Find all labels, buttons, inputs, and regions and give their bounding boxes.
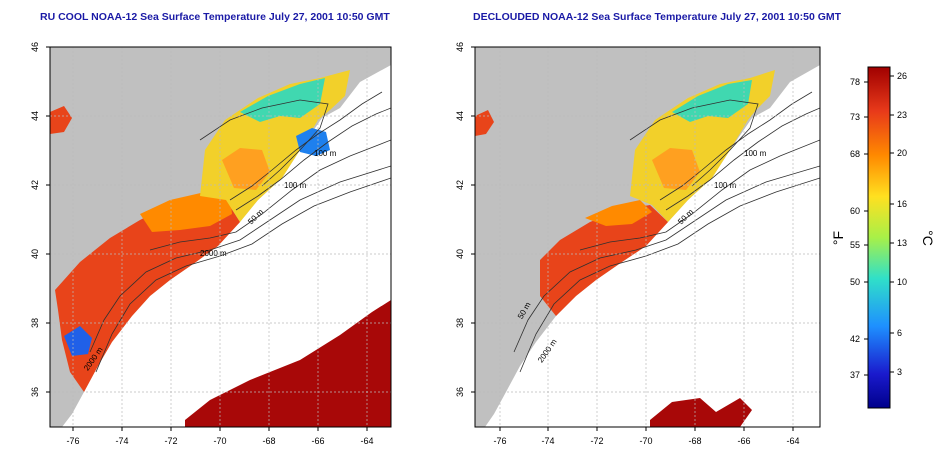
sst-orange-core — [652, 148, 700, 190]
sst-west-patch — [50, 106, 72, 134]
x-tick-label: -64 — [360, 436, 373, 446]
y-tick-label: 38 — [455, 318, 465, 328]
x-tick-label: -76 — [493, 436, 506, 446]
celsius-tick-label: 13 — [897, 238, 907, 248]
y-tick-label: 42 — [455, 180, 465, 190]
x-tick-label: -72 — [164, 436, 177, 446]
left-map-title: RU COOL NOAA-12 Sea Surface Temperature … — [40, 11, 390, 23]
x-tick-label: -76 — [66, 436, 79, 446]
fahrenheit-tick-label: 37 — [850, 370, 860, 380]
x-tick-label: -74 — [115, 436, 128, 446]
celsius-tick-label: 16 — [897, 199, 907, 209]
sst-cool-patch — [672, 80, 752, 122]
sst-gulfstream — [185, 300, 391, 427]
map-frame — [474, 46, 821, 428]
y-tick-label: 36 — [455, 387, 465, 397]
x-tick-label: -68 — [262, 436, 275, 446]
celsius-tick-label: 3 — [897, 367, 902, 377]
fahrenheit-tick-label: 73 — [850, 112, 860, 122]
y-tick-label: 46 — [455, 42, 465, 52]
x-tick-label: -66 — [311, 436, 324, 446]
x-tick-label: -68 — [688, 436, 701, 446]
grid-lines — [475, 47, 820, 427]
celsius-tick-label: 20 — [897, 148, 907, 158]
y-tick-label: 44 — [30, 111, 40, 121]
y-tick-label: 36 — [30, 387, 40, 397]
sst-blue-south — [64, 326, 92, 356]
fahrenheit-tick-label: 55 — [850, 240, 860, 250]
contour-label: 2000 m — [200, 249, 227, 258]
sst-cool-patch — [240, 78, 325, 122]
x-tick-label: -72 — [590, 436, 603, 446]
celsius-tick-label: 10 — [897, 277, 907, 287]
fahrenheit-tick-label: 50 — [850, 277, 860, 287]
left-map-panel: 100 m 100 m 50 m 2000 m 2000 m — [30, 42, 392, 446]
sst-cold-patch — [296, 128, 330, 156]
celsius-tick-label: 6 — [897, 328, 902, 338]
celsius-unit-label: °C — [920, 230, 936, 246]
x-tick-label: -70 — [213, 436, 226, 446]
fahrenheit-tick-label: 78 — [850, 77, 860, 87]
fahrenheit-tick-label: 68 — [850, 149, 860, 159]
temperature-colorbar: 78 73 68 60 55 50 42 37 26 23 20 16 13 1… — [830, 66, 936, 409]
fahrenheit-tick-label: 60 — [850, 206, 860, 216]
contour-label: 100 m — [284, 181, 307, 190]
y-tick-label: 40 — [455, 249, 465, 259]
fahrenheit-tick-label: 42 — [850, 334, 860, 344]
y-tick-label: 38 — [30, 318, 40, 328]
sst-warm-band — [540, 205, 668, 316]
contour-label: 100 m — [314, 149, 337, 158]
sst-warm-band — [55, 196, 240, 392]
y-tick-label: 40 — [30, 249, 40, 259]
grid-lines — [50, 47, 391, 427]
sst-west-patch — [475, 110, 494, 136]
celsius-tick-label: 26 — [897, 71, 907, 81]
fahrenheit-unit-label: °F — [830, 231, 846, 245]
sst-orange-patch — [585, 200, 652, 226]
isobath-contours — [513, 91, 820, 373]
y-tick-label: 44 — [455, 111, 465, 121]
right-map-panel: 100 m 100 m 50 m 50 m 2000 m — [455, 42, 821, 446]
celsius-tick-label: 23 — [897, 110, 907, 120]
sst-orange-patch — [140, 192, 232, 232]
right-map-title: DECLOUDED NOAA-12 Sea Surface Temperatur… — [473, 11, 842, 23]
sst-gulfstream — [650, 398, 752, 427]
sst-orange-core — [222, 148, 270, 190]
y-tick-label: 42 — [30, 180, 40, 190]
contour-label: 100 m — [714, 181, 737, 190]
colorbar-gradient — [867, 66, 891, 409]
y-tick-label: 46 — [30, 42, 40, 52]
x-tick-label: -70 — [639, 436, 652, 446]
x-tick-label: -64 — [786, 436, 799, 446]
x-tick-label: -74 — [541, 436, 554, 446]
x-tick-label: -66 — [737, 436, 750, 446]
contour-label: 100 m — [744, 149, 767, 158]
